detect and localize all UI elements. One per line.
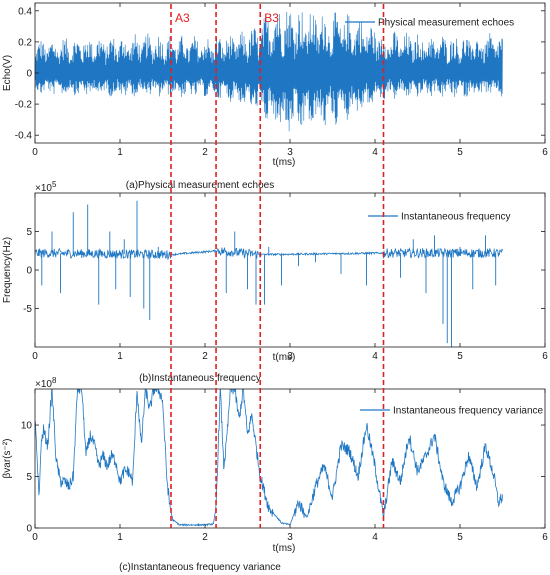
- x-tick-label: 3: [287, 147, 293, 158]
- x-tick-label: 3: [287, 532, 293, 543]
- multiplier-base: ×10: [35, 379, 52, 390]
- echo-series-line: [35, 11, 503, 132]
- region-label-a3: A3: [175, 11, 190, 25]
- x-tick-label: 2: [202, 147, 208, 158]
- y-axis-label: Echo(V): [2, 55, 13, 91]
- multiplier-exponent: 8: [52, 376, 57, 385]
- x-axis-label: t(ms): [273, 543, 296, 554]
- y-tick-label: 0.2: [18, 37, 32, 48]
- x-tick-label: 1: [117, 532, 123, 543]
- series-group: [35, 200, 503, 347]
- frequency-spikes: [41, 200, 497, 347]
- x-tick-label: 2: [202, 532, 208, 543]
- y-multiplier: ×105: [35, 180, 57, 194]
- x-tick-label: 3: [287, 351, 293, 362]
- y-tick-label: 10: [21, 421, 33, 432]
- variance-series-line: [35, 389, 503, 527]
- y-axis-label: βvar(s⁻²): [2, 439, 13, 479]
- x-tick-label: 5: [457, 147, 463, 158]
- legend-label: Physical measurement echoes: [378, 18, 514, 29]
- x-tick-label: 6: [542, 147, 548, 158]
- panel-caption: (c)Instantaneous frequency variance: [119, 562, 281, 573]
- region-label-b3: B3: [264, 11, 279, 25]
- x-tick-label: 0: [32, 351, 38, 362]
- y-tick-label: 5: [26, 227, 32, 238]
- panel-caption: (b)Instantaneous frequency: [139, 373, 261, 384]
- panel-caption: (a)Physical measurement echoes: [126, 180, 274, 191]
- x-tick-label: 6: [542, 351, 548, 362]
- x-tick-label: 4: [372, 532, 378, 543]
- legend-label: Instantaneous frequency variance: [393, 406, 544, 417]
- multiplier-base: ×10: [35, 183, 52, 194]
- x-tick-label: 0: [32, 532, 38, 543]
- y-tick-label: -5: [23, 304, 32, 315]
- x-tick-label: 4: [372, 147, 378, 158]
- region-lines-layer: A3 B3: [170, 4, 385, 528]
- y-tick-label: 5: [26, 472, 32, 483]
- x-axis-label: t(ms): [273, 157, 296, 168]
- y-tick-label: -0.2: [15, 100, 33, 111]
- y-tick-label: 0: [26, 69, 32, 80]
- x-tick-label: 1: [117, 351, 123, 362]
- y-axis-label: Frequency(Hz): [2, 237, 13, 303]
- series-group: [35, 11, 503, 132]
- y-tick-label: 0.4: [18, 6, 32, 17]
- frequency-series-line: [35, 246, 503, 261]
- y-tick-label: 0: [26, 266, 32, 277]
- panel-3: 0 1 2 3 4 5 6 0 5 10 ×108 t(ms) βvar(s⁻²) (c)Instanta…: [2, 376, 548, 573]
- multiplier-exponent: 5: [52, 180, 57, 189]
- panel-1: 0 1 2 3 4 5 6 -0.4 -0.2 0 0.2 0.4 t(ms) Echo(V) (a)Phy…: [2, 2, 548, 191]
- y-multiplier: ×108: [35, 376, 57, 390]
- legend-label: Instantaneous frequency: [401, 212, 511, 223]
- x-tick-label: 0: [32, 147, 38, 158]
- panel-2: 0 1 2 3 4 5 6-505×105t(ms)Frequency(Hz)(b)Inst…: [2, 180, 548, 384]
- y-tick-label: -0.4: [15, 131, 33, 142]
- series-group: [35, 389, 503, 527]
- y-tick-label: 0: [26, 524, 32, 535]
- x-tick-label: 2: [202, 351, 208, 362]
- x-tick-label: 4: [372, 351, 378, 362]
- x-tick-label: 5: [457, 532, 463, 543]
- x-tick-label: 1: [117, 147, 123, 158]
- x-tick-label: 5: [457, 351, 463, 362]
- x-tick-label: 6: [542, 532, 548, 543]
- x-axis-label: t(ms): [273, 352, 296, 363]
